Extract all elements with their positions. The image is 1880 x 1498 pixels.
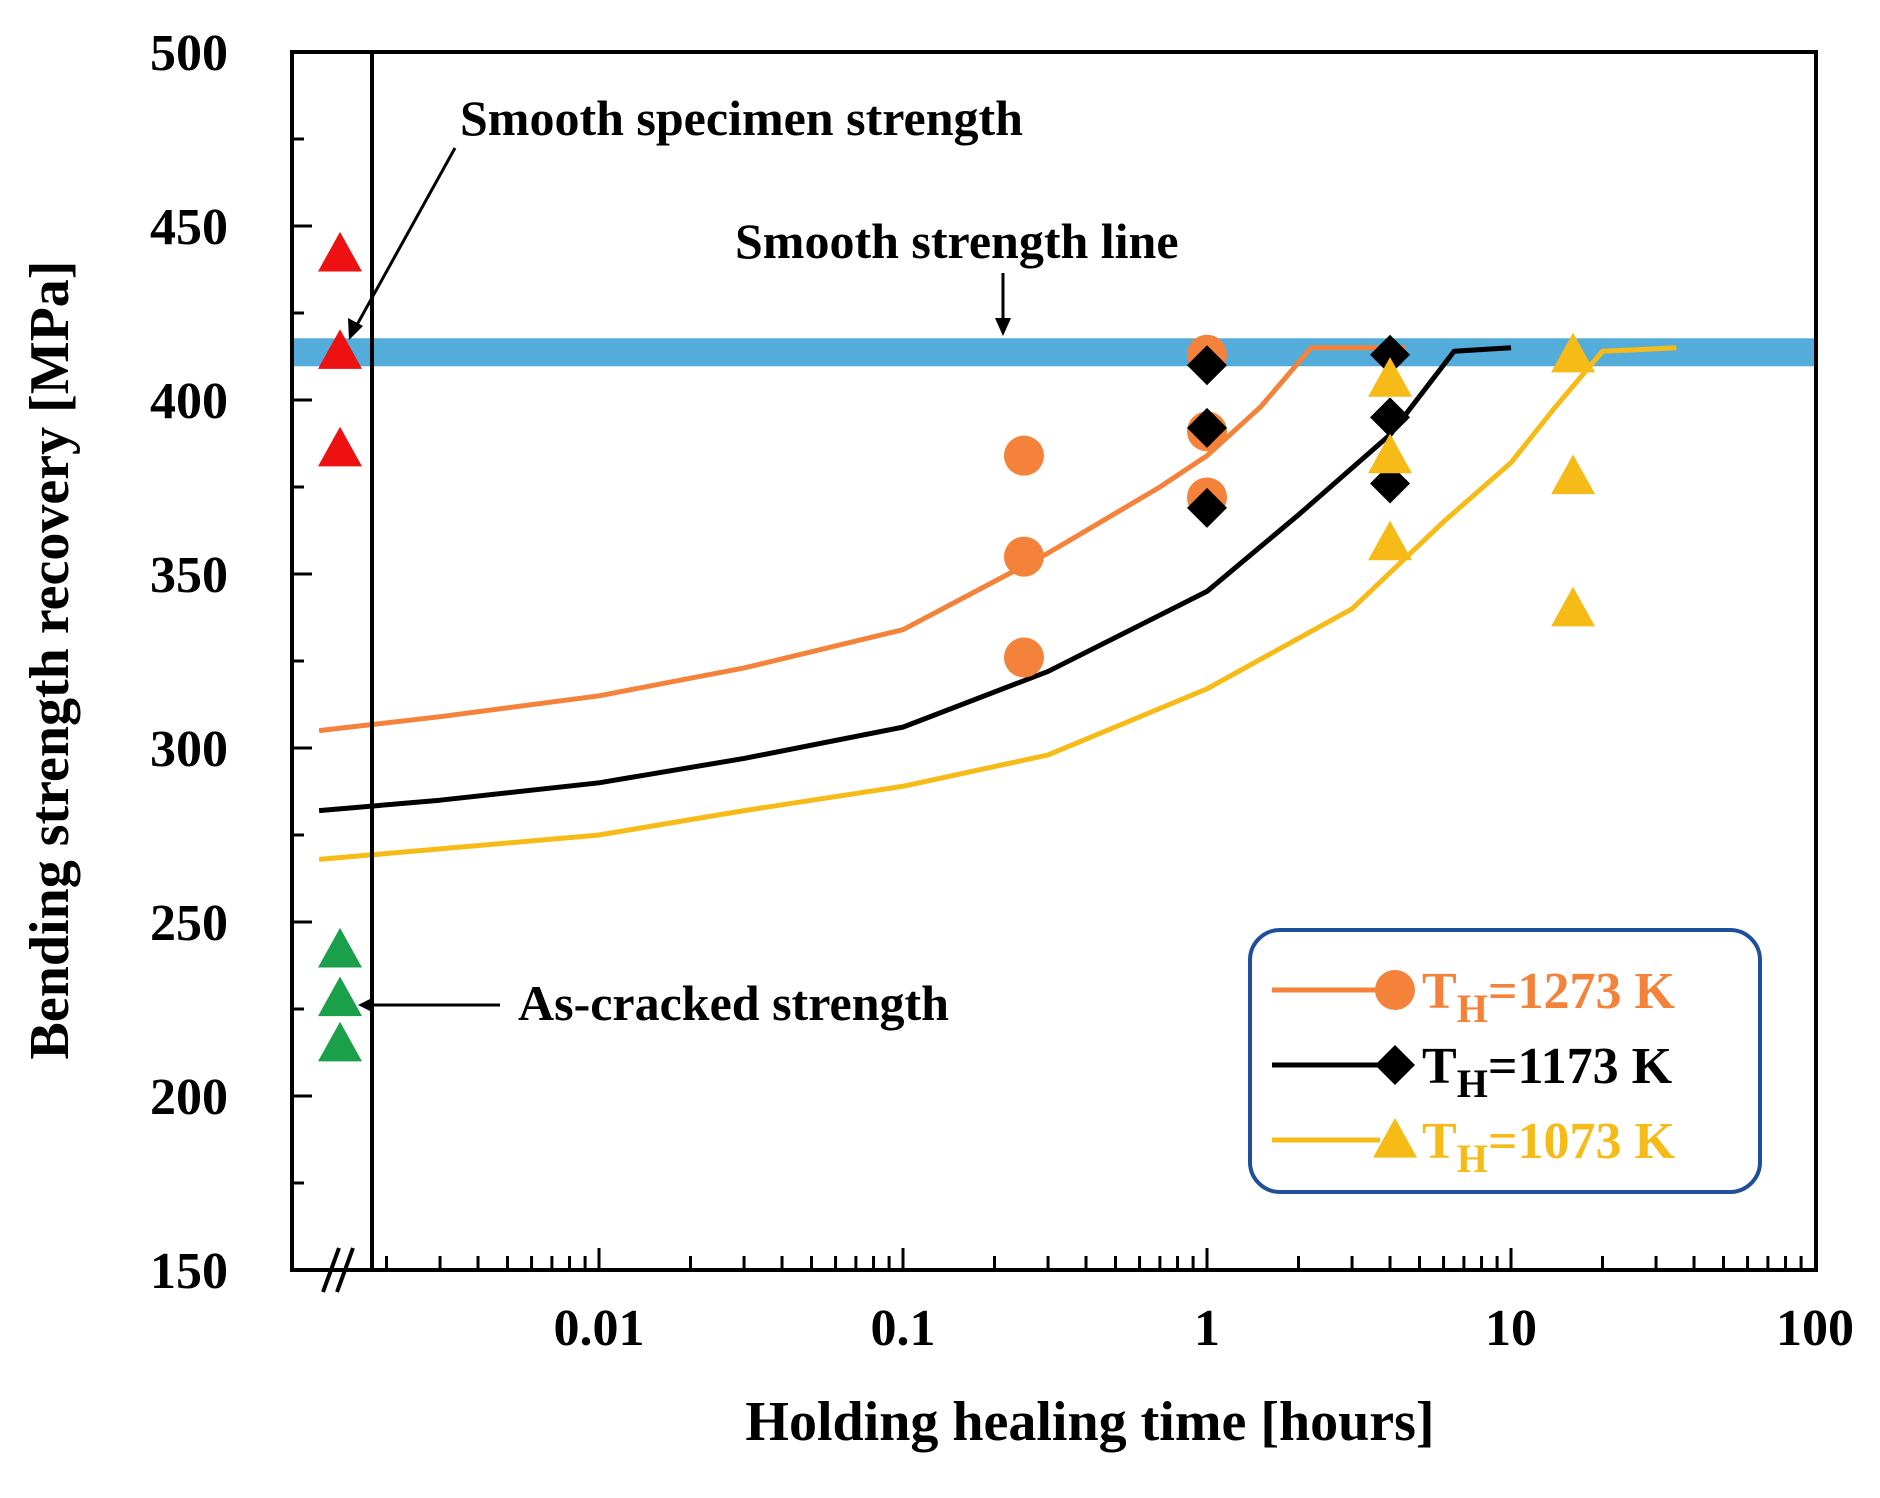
x-tick-label: 10	[1485, 1300, 1537, 1357]
data-point-triangle	[1368, 520, 1413, 561]
legend: TH=1273 K TH=1173 K TH=1073 K	[1272, 963, 1675, 1181]
x-axis-title: Holding healing time [hours]	[745, 1391, 1434, 1453]
data-point-triangle	[1551, 586, 1596, 627]
data-point-diamond	[1370, 397, 1411, 438]
legend-marker-triangle	[1373, 1118, 1417, 1158]
x-tick-label: 1	[1194, 1300, 1220, 1357]
smooth-specimen-point	[318, 231, 362, 272]
smooth-strength-line-arrowhead	[995, 318, 1011, 336]
legend-label: TH=1273 K	[1422, 963, 1675, 1031]
data-point-triangle	[1368, 433, 1413, 474]
fit-curve-0	[318, 345, 1406, 734]
data-point-diamond	[1187, 487, 1227, 528]
y-tick-label: 500	[150, 25, 228, 82]
fit-curve-2	[318, 345, 1677, 862]
y-tick-label: 200	[150, 1069, 228, 1126]
y-tick-label: 150	[150, 1243, 228, 1300]
x-tick-label: 100	[1776, 1300, 1854, 1357]
legend-label: TH=1173 K	[1422, 1038, 1673, 1106]
y-tick-label: 250	[150, 895, 228, 952]
data-point-circle	[1003, 536, 1044, 577]
y-tick-label: 450	[150, 199, 228, 256]
legend-marker-circle	[1375, 970, 1415, 1010]
data-point-diamond	[1187, 345, 1227, 386]
smooth-specimen-arrow	[351, 147, 457, 333]
data-point-diamond	[1370, 334, 1411, 375]
data-markers	[1003, 332, 1596, 678]
y-tick-label: 300	[150, 721, 228, 778]
data-point-diamond	[1187, 407, 1227, 448]
data-point-triangle	[1551, 332, 1596, 373]
as-cracked-point	[318, 927, 362, 968]
y-axis-title: Bending strength recovery [MPa]	[19, 261, 81, 1060]
as-cracked-label: As-cracked strength	[518, 975, 949, 1031]
x-tick-label: 0.1	[871, 1300, 936, 1357]
legend-marker-diamond	[1375, 1045, 1415, 1085]
axis-break-mark	[335, 1247, 355, 1293]
y-tick-label: 350	[150, 547, 228, 604]
data-point-triangle	[1551, 454, 1596, 495]
fit-curves	[318, 345, 1677, 862]
x-axis-ticks: 0.01 0.1 1 10 100	[385, 1248, 1854, 1357]
as-cracked-point	[318, 976, 362, 1017]
reference-markers	[318, 231, 362, 1062]
as-cracked-arrowhead	[358, 997, 374, 1013]
data-point-circle	[1003, 435, 1044, 476]
y-axis-ticks: 150 200 250 300 350 400 450 500	[150, 25, 312, 1300]
data-point-diamond	[1370, 463, 1411, 504]
as-cracked-point	[318, 1021, 362, 1062]
smooth-specimen-point	[318, 329, 362, 369]
y-tick-label: 400	[150, 373, 228, 430]
axis-break-mark	[321, 1247, 341, 1293]
data-point-triangle	[1368, 357, 1413, 397]
plot-frame	[290, 50, 1818, 1272]
fit-curve-1	[318, 345, 1512, 814]
data-point-circle	[1003, 637, 1044, 678]
smooth-strength-line-label: Smooth strength line	[735, 213, 1179, 269]
legend-label: TH=1073 K	[1422, 1113, 1675, 1181]
smooth-specimen-arrowhead	[348, 318, 363, 340]
smooth-specimen-label: Smooth specimen strength	[460, 90, 1023, 146]
smooth-specimen-point	[318, 426, 362, 467]
x-tick-label: 0.01	[554, 1300, 645, 1357]
